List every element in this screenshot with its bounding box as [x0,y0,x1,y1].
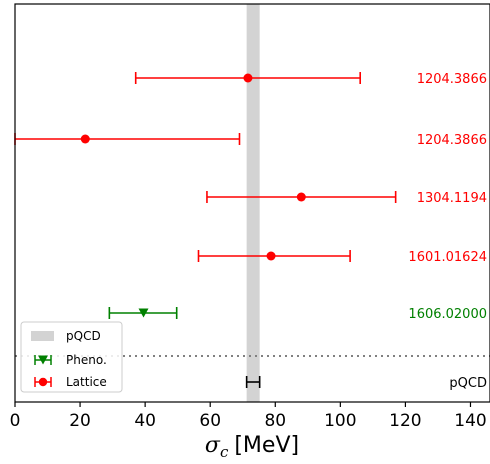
plot-frame [14,3,490,403]
data-entry [245,376,261,388]
legend-label: Lattice [66,375,107,389]
data-entry [14,133,241,145]
pqcd-band [246,4,260,402]
legend-item: pQCD [31,329,101,343]
data-point [138,308,149,318]
x-tick-label: 40 [134,411,156,431]
data-point [266,251,276,261]
reference-label: pQCD [449,376,487,391]
legend-item: Pheno. [34,353,107,367]
data-entry [134,72,361,84]
x-tick-label: 60 [199,411,221,431]
legend-marker [38,355,48,365]
x-axis: 0 20 40 60 80 100 120 140 [10,3,490,431]
x-tick-label: 100 [324,411,356,431]
reference-label: 1204.3866 [417,72,487,87]
x-axis-label-unit: [MeV] [234,433,299,458]
x-axis-label-subscript: c [220,443,229,461]
legend-marker [38,377,48,387]
legend-label: pQCD [66,329,101,343]
x-tick-label: 120 [389,411,421,431]
data-entries [14,72,397,388]
legend: pQCD Pheno. Lattice [20,321,123,393]
data-entry [108,307,178,319]
reference-label: 1601.01624 [408,250,487,265]
x-tick-label: 20 [69,411,91,431]
data-entry [197,250,351,262]
x-axis-label-symbol: σ [205,433,221,458]
x-tick-label: 140 [454,411,486,431]
x-tick-label: 80 [264,411,286,431]
legend-label: Pheno. [66,353,107,367]
reference-label: 1204.3866 [417,133,487,148]
x-tick-label: 0 [10,411,21,431]
reference-label: 1304.1194 [417,191,487,206]
legend-swatch [31,331,54,341]
legend-item: Lattice [34,375,107,389]
reference-label: 1606.02000 [408,307,487,322]
data-point [243,73,253,83]
x-axis-label: σc [MeV] [205,433,299,461]
data-point [80,134,90,144]
data-point [296,192,306,202]
data-entry [206,191,397,203]
reference-labels: 1204.3866 1204.3866 1304.1194 1601.01624 160… [408,72,487,391]
